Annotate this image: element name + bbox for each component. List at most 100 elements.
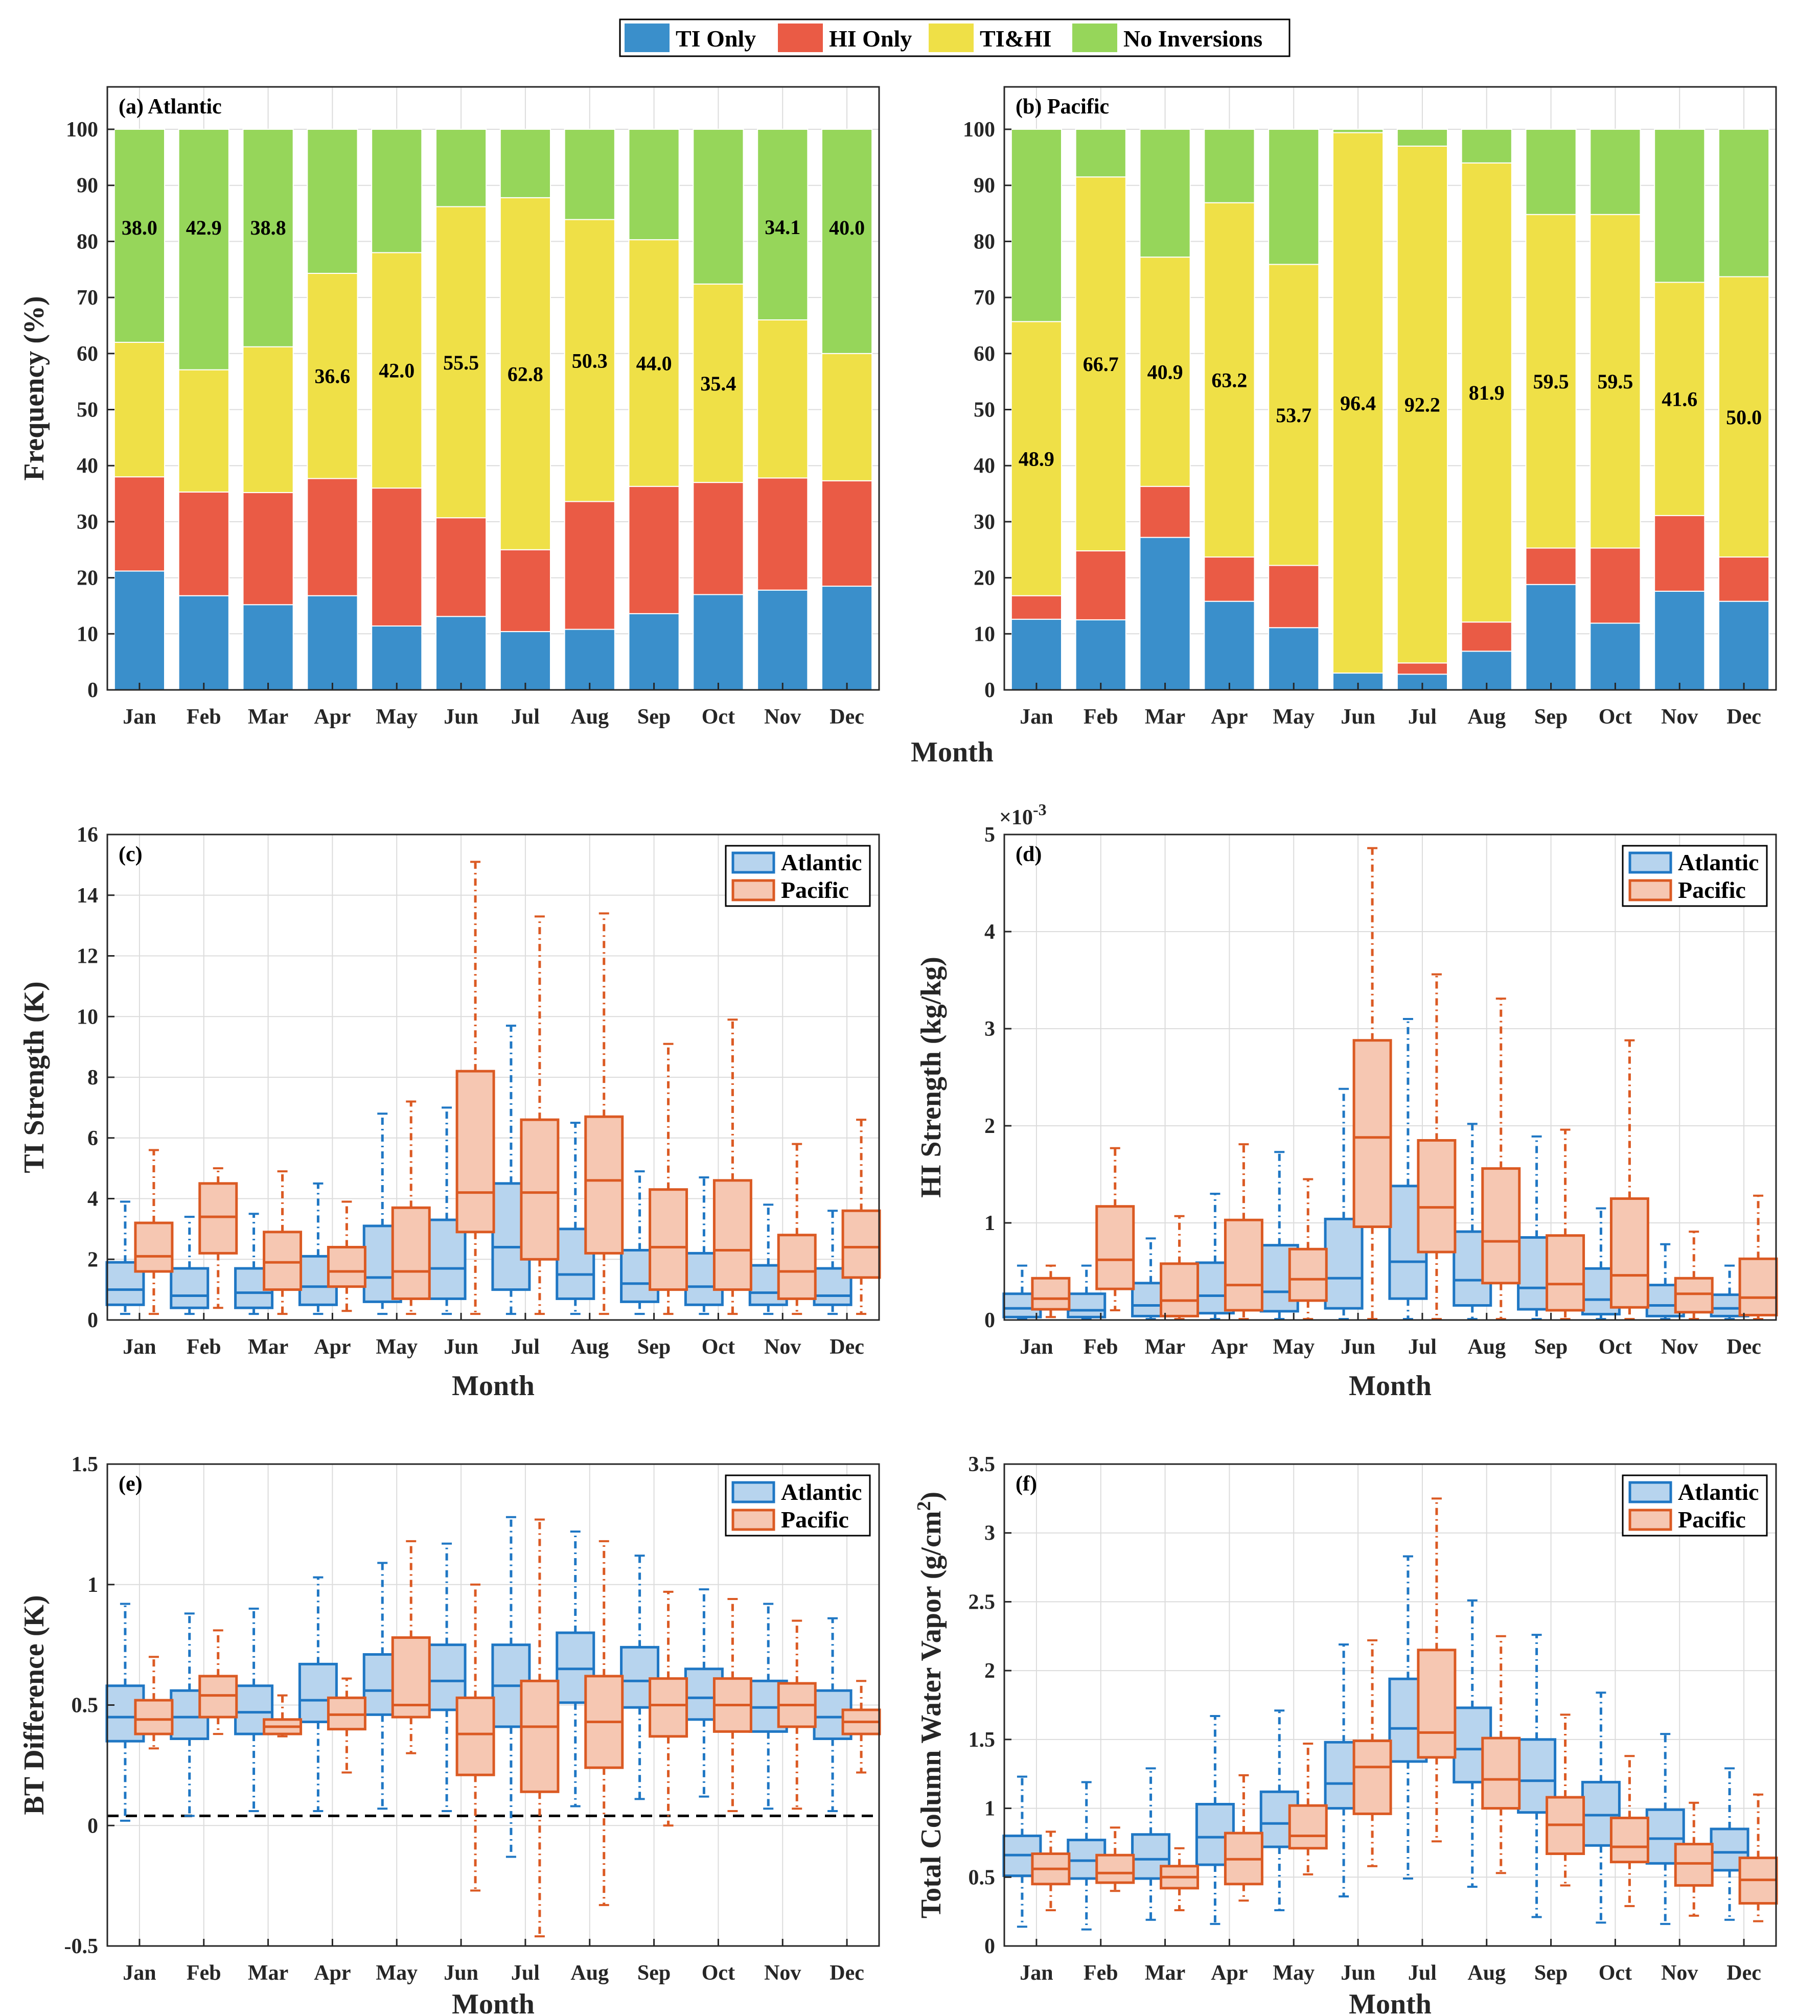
y-axis-label-text: Total Column Water Vapor (g/cm <box>915 1511 947 1919</box>
y-tick-label: 5 <box>984 823 995 847</box>
box-pacific <box>1546 1234 1585 1312</box>
x-tick-label: Feb <box>1084 705 1118 729</box>
legend-label-atlantic: Atlantic <box>781 1479 862 1505</box>
bar-segment-ti-only <box>371 625 423 691</box>
x-tick-label: Jun <box>1341 1961 1375 1985</box>
bar-segment-no-inversions <box>1718 129 1770 277</box>
y-tick-label: 80 <box>974 230 995 253</box>
x-tick-label: Apr <box>314 1335 351 1359</box>
bar-segment-ti-hi <box>1525 214 1577 549</box>
y-axis-label: Frequency (%) <box>18 296 50 480</box>
y-tick-label: 30 <box>77 511 98 534</box>
box-pacific <box>1609 1197 1649 1309</box>
bar-value-label: 53.7 <box>1276 404 1311 427</box>
x-tick-label: Apr <box>1211 1961 1248 1985</box>
legend-label-atlantic: Atlantic <box>1678 1479 1759 1505</box>
y-axis-label: BT Difference (K) <box>18 1595 50 1815</box>
box-pacific <box>1288 1804 1328 1850</box>
y-tick-label: 90 <box>77 174 98 198</box>
y-axis-label-text: Frequency (%) <box>18 296 50 480</box>
panel-a-atlantic-frequency: 38.0 42.9 38.8 36.6 42.0 55.5 62.8 50.3 44.0 35.4… <box>18 86 880 729</box>
box-pacific <box>455 1696 495 1776</box>
x-tick-label: Apr <box>314 705 351 729</box>
bar-segment-ti-only <box>1268 627 1320 691</box>
legend-swatch-hi-only <box>778 24 823 52</box>
box-pacific <box>1674 1843 1714 1887</box>
x-tick-label: Aug <box>1467 705 1506 729</box>
bar-segment-no-inversions <box>757 129 809 320</box>
bar-segment-no-inversions <box>1139 129 1191 258</box>
top-legend: TI Only HI Only TI&HI No Inversions <box>619 18 1291 57</box>
legend-label-pacific: Pacific <box>781 1507 849 1533</box>
x-tick-label: Jul <box>1408 705 1437 729</box>
y-tick-label: 1 <box>984 1212 995 1235</box>
y-axis-label-text: TI Strength (K) <box>18 981 50 1173</box>
bar-segment-ti-hi <box>178 369 229 493</box>
bar-segment-no-inversions <box>1204 129 1255 203</box>
axes-frame <box>1003 833 1777 1321</box>
x-tick-label: Nov <box>1661 1961 1698 1985</box>
bar-segment-hi-only <box>1075 550 1126 620</box>
bar-segment-hi-only <box>499 549 551 632</box>
x-tick-label: May <box>376 1335 418 1359</box>
x-tick-label: Jan <box>1020 1961 1053 1985</box>
box-pacific <box>841 1209 881 1279</box>
legend-label-atlantic: Atlantic <box>781 849 862 875</box>
bar-segment-ti-only <box>435 616 487 690</box>
bar-value-label: 34.1 <box>765 216 800 239</box>
y-tick-label: 80 <box>77 230 98 253</box>
legend-label-no-inversions: No Inversions <box>1123 26 1262 52</box>
bar-segment-ti-hi <box>1010 321 1062 596</box>
x-tick-label: Feb <box>1084 1961 1118 1985</box>
legend-label-atlantic: Atlantic <box>1678 849 1759 875</box>
x-tick-label: Dec <box>830 1961 864 1985</box>
y-tick-label: 14 <box>77 884 98 908</box>
y-tick-label: 0 <box>984 1935 995 1958</box>
bar-segment-no-inversions <box>1268 129 1320 265</box>
legend-label-pacific: Pacific <box>1678 1507 1746 1533</box>
box-pacific <box>1609 1816 1649 1864</box>
y-tick-label: 0 <box>87 1814 98 1838</box>
box-pacific <box>1095 1853 1135 1884</box>
x-tick-label: Mar <box>248 1961 288 1985</box>
bar-segment-ti-hi <box>1268 264 1320 566</box>
x-tick-label: May <box>1273 705 1315 729</box>
bar-segment-no-inversions <box>1075 129 1126 178</box>
x-tick-label: Mar <box>1145 705 1185 729</box>
bar-segment-no-inversions <box>307 129 358 274</box>
bar-segment-no-inversions <box>178 129 229 370</box>
bar-value-label: 44.0 <box>636 352 672 375</box>
y-tick-label: 0 <box>984 1309 995 1332</box>
bar-segment-ti-hi <box>499 197 551 550</box>
bar-segment-ti-only <box>1010 618 1062 690</box>
bar-value-label: 42.0 <box>379 359 414 382</box>
x-tick-label: Oct <box>702 705 735 729</box>
bar-segment-ti-hi <box>1461 162 1512 623</box>
x-tick-label: Feb <box>187 1335 221 1359</box>
x-axis-label: Month <box>452 1988 535 2016</box>
panel-title: (a) Atlantic <box>119 95 222 119</box>
bar-segment-hi-only <box>1654 515 1706 592</box>
bar-segment-ti-hi <box>821 353 873 481</box>
x-tick-label: Nov <box>764 1961 801 1985</box>
x-tick-label: Dec <box>830 1335 864 1359</box>
panel-title: (d) <box>1016 843 1042 866</box>
legend-swatch-pacific <box>1628 1509 1672 1531</box>
y-axis-label: HI Strength (kg/kg) <box>915 957 947 1198</box>
box-pacific <box>1481 1167 1521 1285</box>
box-pacific <box>712 1179 752 1291</box>
bar-segment-ti-only <box>113 570 165 691</box>
y-axis-label-end: ) <box>915 1492 947 1501</box>
bar-value-label: 66.7 <box>1083 353 1119 376</box>
legend-swatch-atlantic <box>1628 1481 1672 1503</box>
y-tick-label: 50 <box>77 399 98 422</box>
bar-segment-no-inversions <box>371 129 423 253</box>
axes-frame <box>106 86 880 691</box>
legend-label-pacific: Pacific <box>781 877 849 903</box>
bar-segment-ti-hi <box>564 219 615 502</box>
bar-segment-hi-only <box>435 517 487 617</box>
y-tick-label: 0 <box>984 679 995 702</box>
bar-segment-hi-only <box>1525 547 1577 585</box>
